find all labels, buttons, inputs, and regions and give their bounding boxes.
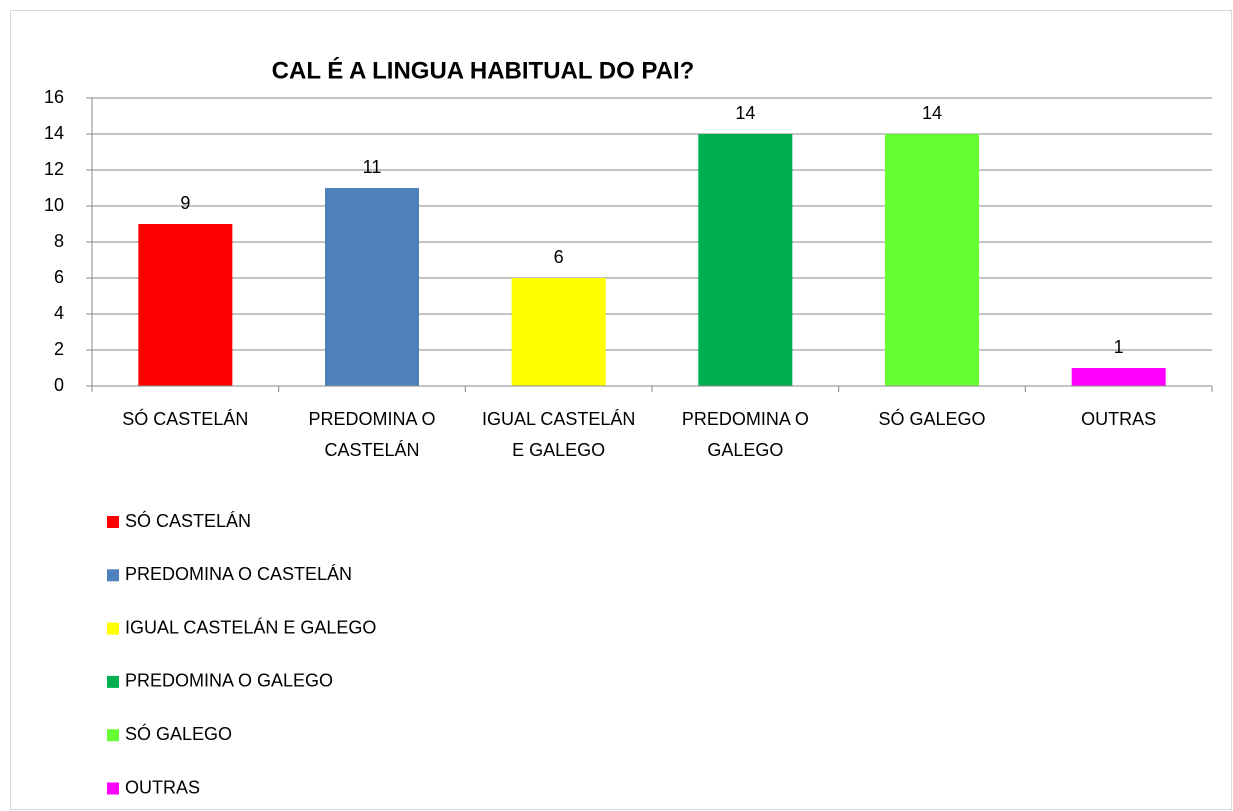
- y-tick-label: 14: [44, 123, 64, 143]
- legend-label: OUTRAS: [125, 777, 200, 797]
- x-tick-label: SÓ GALEGO: [878, 408, 985, 429]
- data-label: 14: [735, 103, 755, 123]
- y-tick-label: 2: [54, 339, 64, 359]
- y-tick-label: 4: [54, 303, 64, 323]
- y-tick-label: 10: [44, 195, 64, 215]
- data-label: 11: [363, 157, 382, 177]
- chart-title: CAL É A LINGUA HABITUAL DO PAI?: [272, 56, 695, 84]
- legend-swatch: [107, 516, 119, 528]
- legend-swatch: [107, 675, 119, 688]
- y-tick-label: 0: [54, 375, 64, 395]
- bar: [325, 188, 419, 386]
- legend-label: PREDOMINA O CASTELÁN: [125, 564, 352, 584]
- chart-border: [10, 10, 1232, 810]
- legend-label: SÓ CASTELÁN: [125, 510, 251, 531]
- legend-swatch: [107, 569, 119, 582]
- data-label: 1: [1114, 337, 1124, 357]
- data-label: 14: [922, 103, 942, 123]
- data-label: 6: [554, 247, 564, 267]
- x-tick-label: PREDOMINA O GALEGO: [682, 409, 809, 460]
- legend-swatch: [107, 782, 119, 795]
- bar: [1071, 368, 1166, 386]
- legend-label: PREDOMINA O GALEGO: [125, 671, 333, 691]
- y-tick-label: 16: [44, 87, 64, 107]
- legend-swatch: [107, 729, 119, 742]
- legend-label: SÓ GALEGO: [125, 723, 232, 744]
- y-tick-label: 12: [44, 159, 64, 179]
- x-tick-label: PREDOMINA O CASTELÁN: [308, 409, 435, 460]
- y-tick-label: 6: [54, 267, 64, 287]
- bar: [698, 134, 793, 386]
- bar: [511, 278, 606, 386]
- x-tick-label: OUTRAS: [1081, 409, 1156, 429]
- x-tick-label: IGUAL CASTELÁN E GALEGO: [482, 409, 635, 460]
- bar: [885, 134, 979, 386]
- data-label: 9: [180, 193, 190, 213]
- y-tick-label: 8: [54, 231, 64, 251]
- bar: [138, 224, 233, 386]
- x-tick-label: SÓ CASTELÁN: [122, 408, 248, 429]
- legend-label: IGUAL CASTELÁN E GALEGO: [125, 617, 376, 637]
- legend-swatch: [107, 622, 119, 635]
